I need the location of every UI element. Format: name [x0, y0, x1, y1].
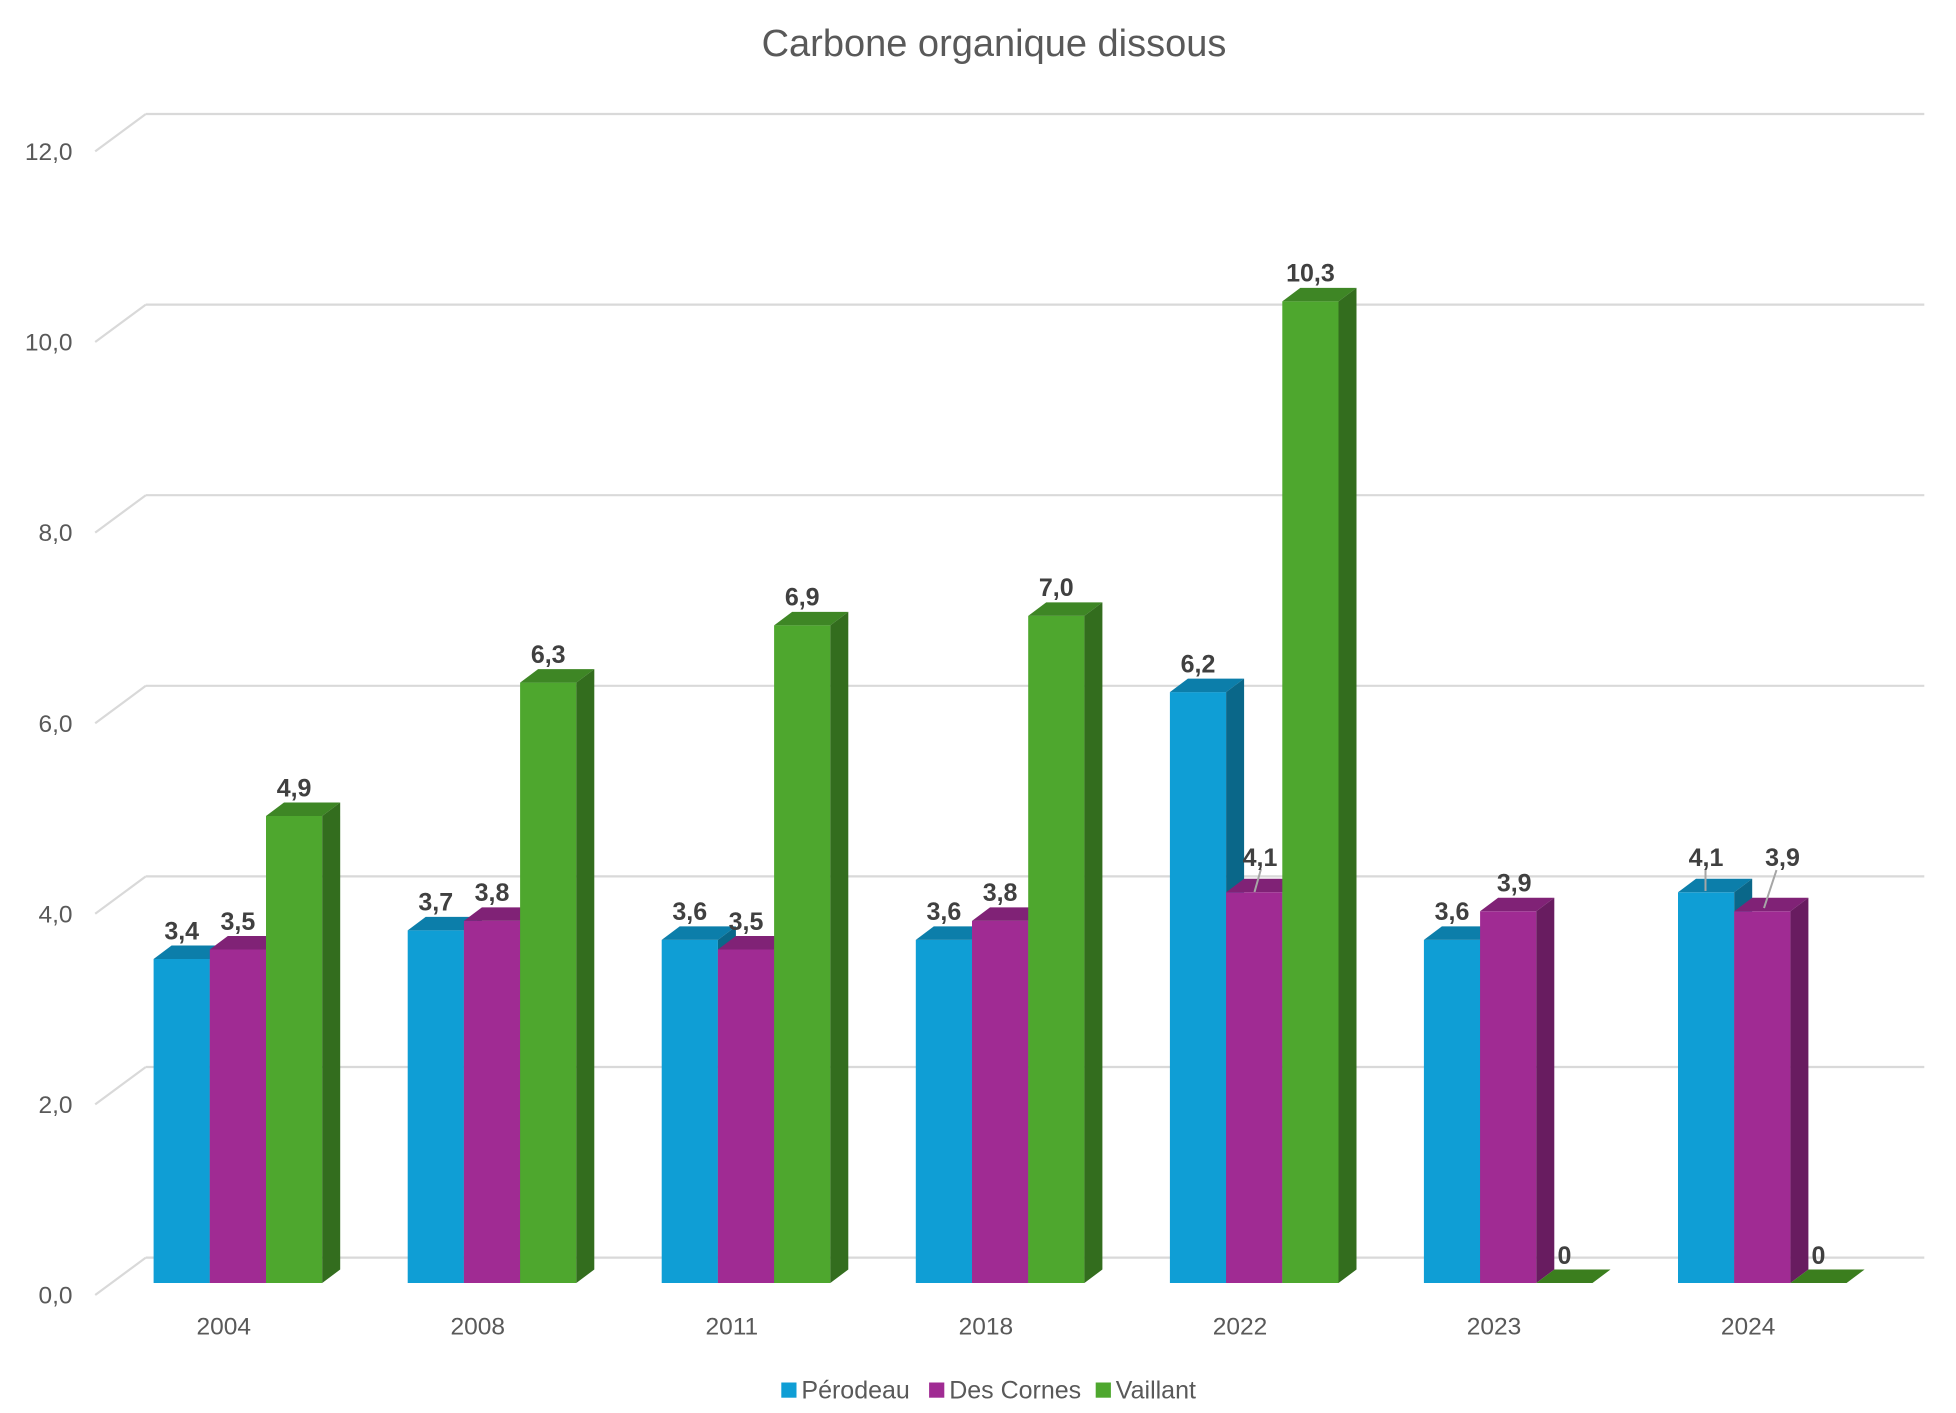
svg-text:3,4: 3,4: [164, 917, 199, 945]
svg-text:0: 0: [1557, 1242, 1571, 1270]
svg-text:3,7: 3,7: [418, 889, 453, 917]
svg-text:3,8: 3,8: [983, 879, 1018, 907]
svg-text:3,6: 3,6: [927, 898, 962, 926]
svg-text:6,3: 6,3: [531, 641, 566, 669]
svg-text:2011: 2011: [705, 1314, 758, 1341]
svg-text:4,0: 4,0: [38, 901, 72, 928]
svg-text:4,9: 4,9: [277, 774, 312, 802]
svg-text:2018: 2018: [959, 1314, 1014, 1341]
svg-text:2008: 2008: [451, 1314, 506, 1341]
svg-text:2,0: 2,0: [38, 1092, 72, 1119]
svg-text:3,5: 3,5: [729, 908, 764, 936]
svg-text:6,9: 6,9: [785, 584, 820, 612]
svg-text:Vaillant: Vaillant: [1116, 1377, 1196, 1405]
svg-text:0: 0: [1812, 1242, 1826, 1270]
svg-text:10,3: 10,3: [1286, 260, 1335, 288]
svg-text:8,0: 8,0: [38, 520, 72, 547]
svg-text:2022: 2022: [1213, 1314, 1268, 1341]
svg-text:3,8: 3,8: [475, 879, 510, 907]
svg-text:2024: 2024: [1721, 1314, 1776, 1341]
svg-text:0,0: 0,0: [38, 1283, 72, 1310]
svg-text:Pérodeau: Pérodeau: [801, 1377, 909, 1405]
svg-text:6,2: 6,2: [1181, 650, 1216, 678]
svg-text:4,1: 4,1: [1243, 844, 1278, 872]
svg-text:3,9: 3,9: [1497, 870, 1532, 898]
svg-text:4,1: 4,1: [1689, 844, 1724, 872]
svg-text:3,9: 3,9: [1765, 844, 1800, 872]
svg-text:2004: 2004: [196, 1314, 251, 1341]
svg-text:3,5: 3,5: [221, 908, 256, 936]
svg-text:Carbone organique dissous: Carbone organique dissous: [762, 23, 1227, 65]
svg-text:10,0: 10,0: [25, 330, 73, 357]
svg-text:3,6: 3,6: [1435, 898, 1470, 926]
svg-text:12,0: 12,0: [25, 139, 73, 166]
svg-text:6,0: 6,0: [38, 711, 72, 738]
svg-text:7,0: 7,0: [1039, 574, 1074, 602]
svg-text:2023: 2023: [1467, 1314, 1522, 1341]
svg-text:3,6: 3,6: [672, 898, 707, 926]
svg-text:Des Cornes: Des Cornes: [949, 1377, 1081, 1405]
